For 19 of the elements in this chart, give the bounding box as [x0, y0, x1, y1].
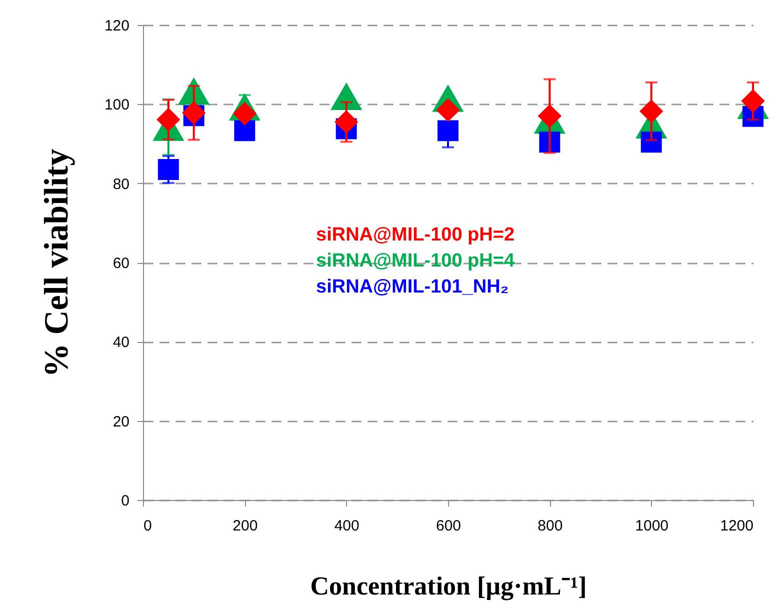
- text: siRNA@MIL-101_NH₂: [316, 276, 509, 298]
- x-axis-title: Concentration [µg·mL⁻¹]: [310, 572, 587, 600]
- text: siRNA@MIL-100 pH=4: [316, 250, 515, 272]
- x-tick-label: 600: [436, 518, 462, 534]
- x-tick-label: 200: [232, 518, 258, 534]
- x-tick-label: 1000: [635, 518, 669, 534]
- y-tick-label: 120: [104, 18, 130, 34]
- y-tick-label: 100: [104, 96, 130, 114]
- text: siRNA@MIL-100 pH=2: [316, 224, 515, 246]
- x-tick-label: 800: [538, 518, 563, 534]
- x-tick-label: 0: [144, 518, 152, 534]
- y-tick-label: 0: [121, 492, 130, 510]
- x-tick-label: 400: [334, 518, 360, 534]
- y-tick-label: 60: [112, 255, 130, 272]
- y-tick-label: 40: [112, 334, 130, 352]
- y-tick-label: 80: [112, 176, 130, 193]
- y-axis-title: % Cell viability: [38, 148, 76, 378]
- y-tick-label: 20: [112, 413, 130, 430]
- x-tick-label: 1200: [720, 518, 754, 534]
